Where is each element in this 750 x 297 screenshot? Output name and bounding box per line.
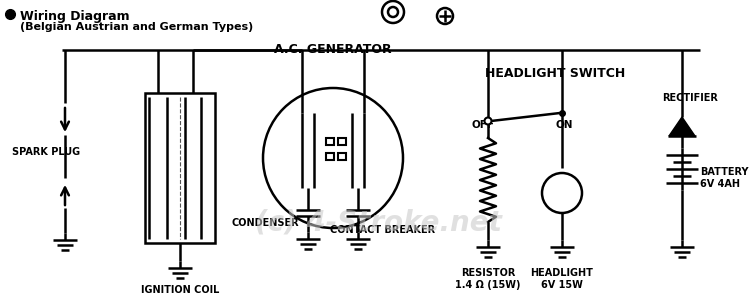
- Text: A.C. GENERATOR: A.C. GENERATOR: [274, 43, 392, 56]
- Bar: [326, 153, 334, 160]
- Text: HEADLIGHT SWITCH: HEADLIGHT SWITCH: [484, 67, 626, 80]
- Text: HEADLIGHT
6V 15W: HEADLIGHT 6V 15W: [530, 268, 593, 290]
- Text: RECTIFIER: RECTIFIER: [662, 93, 718, 103]
- Text: CONDENSER: CONDENSER: [231, 218, 298, 228]
- Text: OFF: OFF: [472, 120, 494, 130]
- Polygon shape: [669, 117, 695, 136]
- Circle shape: [263, 88, 403, 228]
- Circle shape: [542, 173, 582, 213]
- Bar: [338, 138, 346, 145]
- Text: BATTERY
6V 4AH: BATTERY 6V 4AH: [700, 167, 748, 189]
- Text: SPARK PLUG: SPARK PLUG: [12, 147, 80, 157]
- Text: (c) 4-Stroke.net: (c) 4-Stroke.net: [254, 208, 502, 236]
- Text: Wiring Diagram: Wiring Diagram: [20, 10, 130, 23]
- Text: IGNITION COIL: IGNITION COIL: [141, 285, 219, 295]
- Text: ON: ON: [555, 120, 573, 130]
- Bar: [145, 93, 215, 243]
- Circle shape: [484, 118, 491, 124]
- Text: (Belgian Austrian and German Types): (Belgian Austrian and German Types): [20, 22, 254, 32]
- Text: CONTACT BREAKER: CONTACT BREAKER: [331, 225, 436, 235]
- Bar: [338, 153, 346, 160]
- Bar: [326, 138, 334, 145]
- Text: RESISTOR
1.4 Ω (15W): RESISTOR 1.4 Ω (15W): [455, 268, 520, 290]
